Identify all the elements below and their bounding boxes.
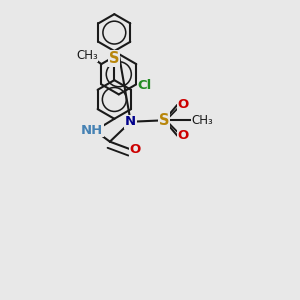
- Text: O: O: [178, 129, 189, 142]
- Text: NH: NH: [81, 124, 103, 136]
- Text: CH₃: CH₃: [76, 49, 98, 62]
- Text: S: S: [109, 51, 120, 66]
- Text: O: O: [178, 98, 189, 111]
- Text: O: O: [129, 143, 140, 156]
- Text: N: N: [125, 115, 136, 128]
- Text: CH₃: CH₃: [191, 114, 213, 127]
- Text: S: S: [159, 113, 169, 128]
- Text: Cl: Cl: [137, 79, 152, 92]
